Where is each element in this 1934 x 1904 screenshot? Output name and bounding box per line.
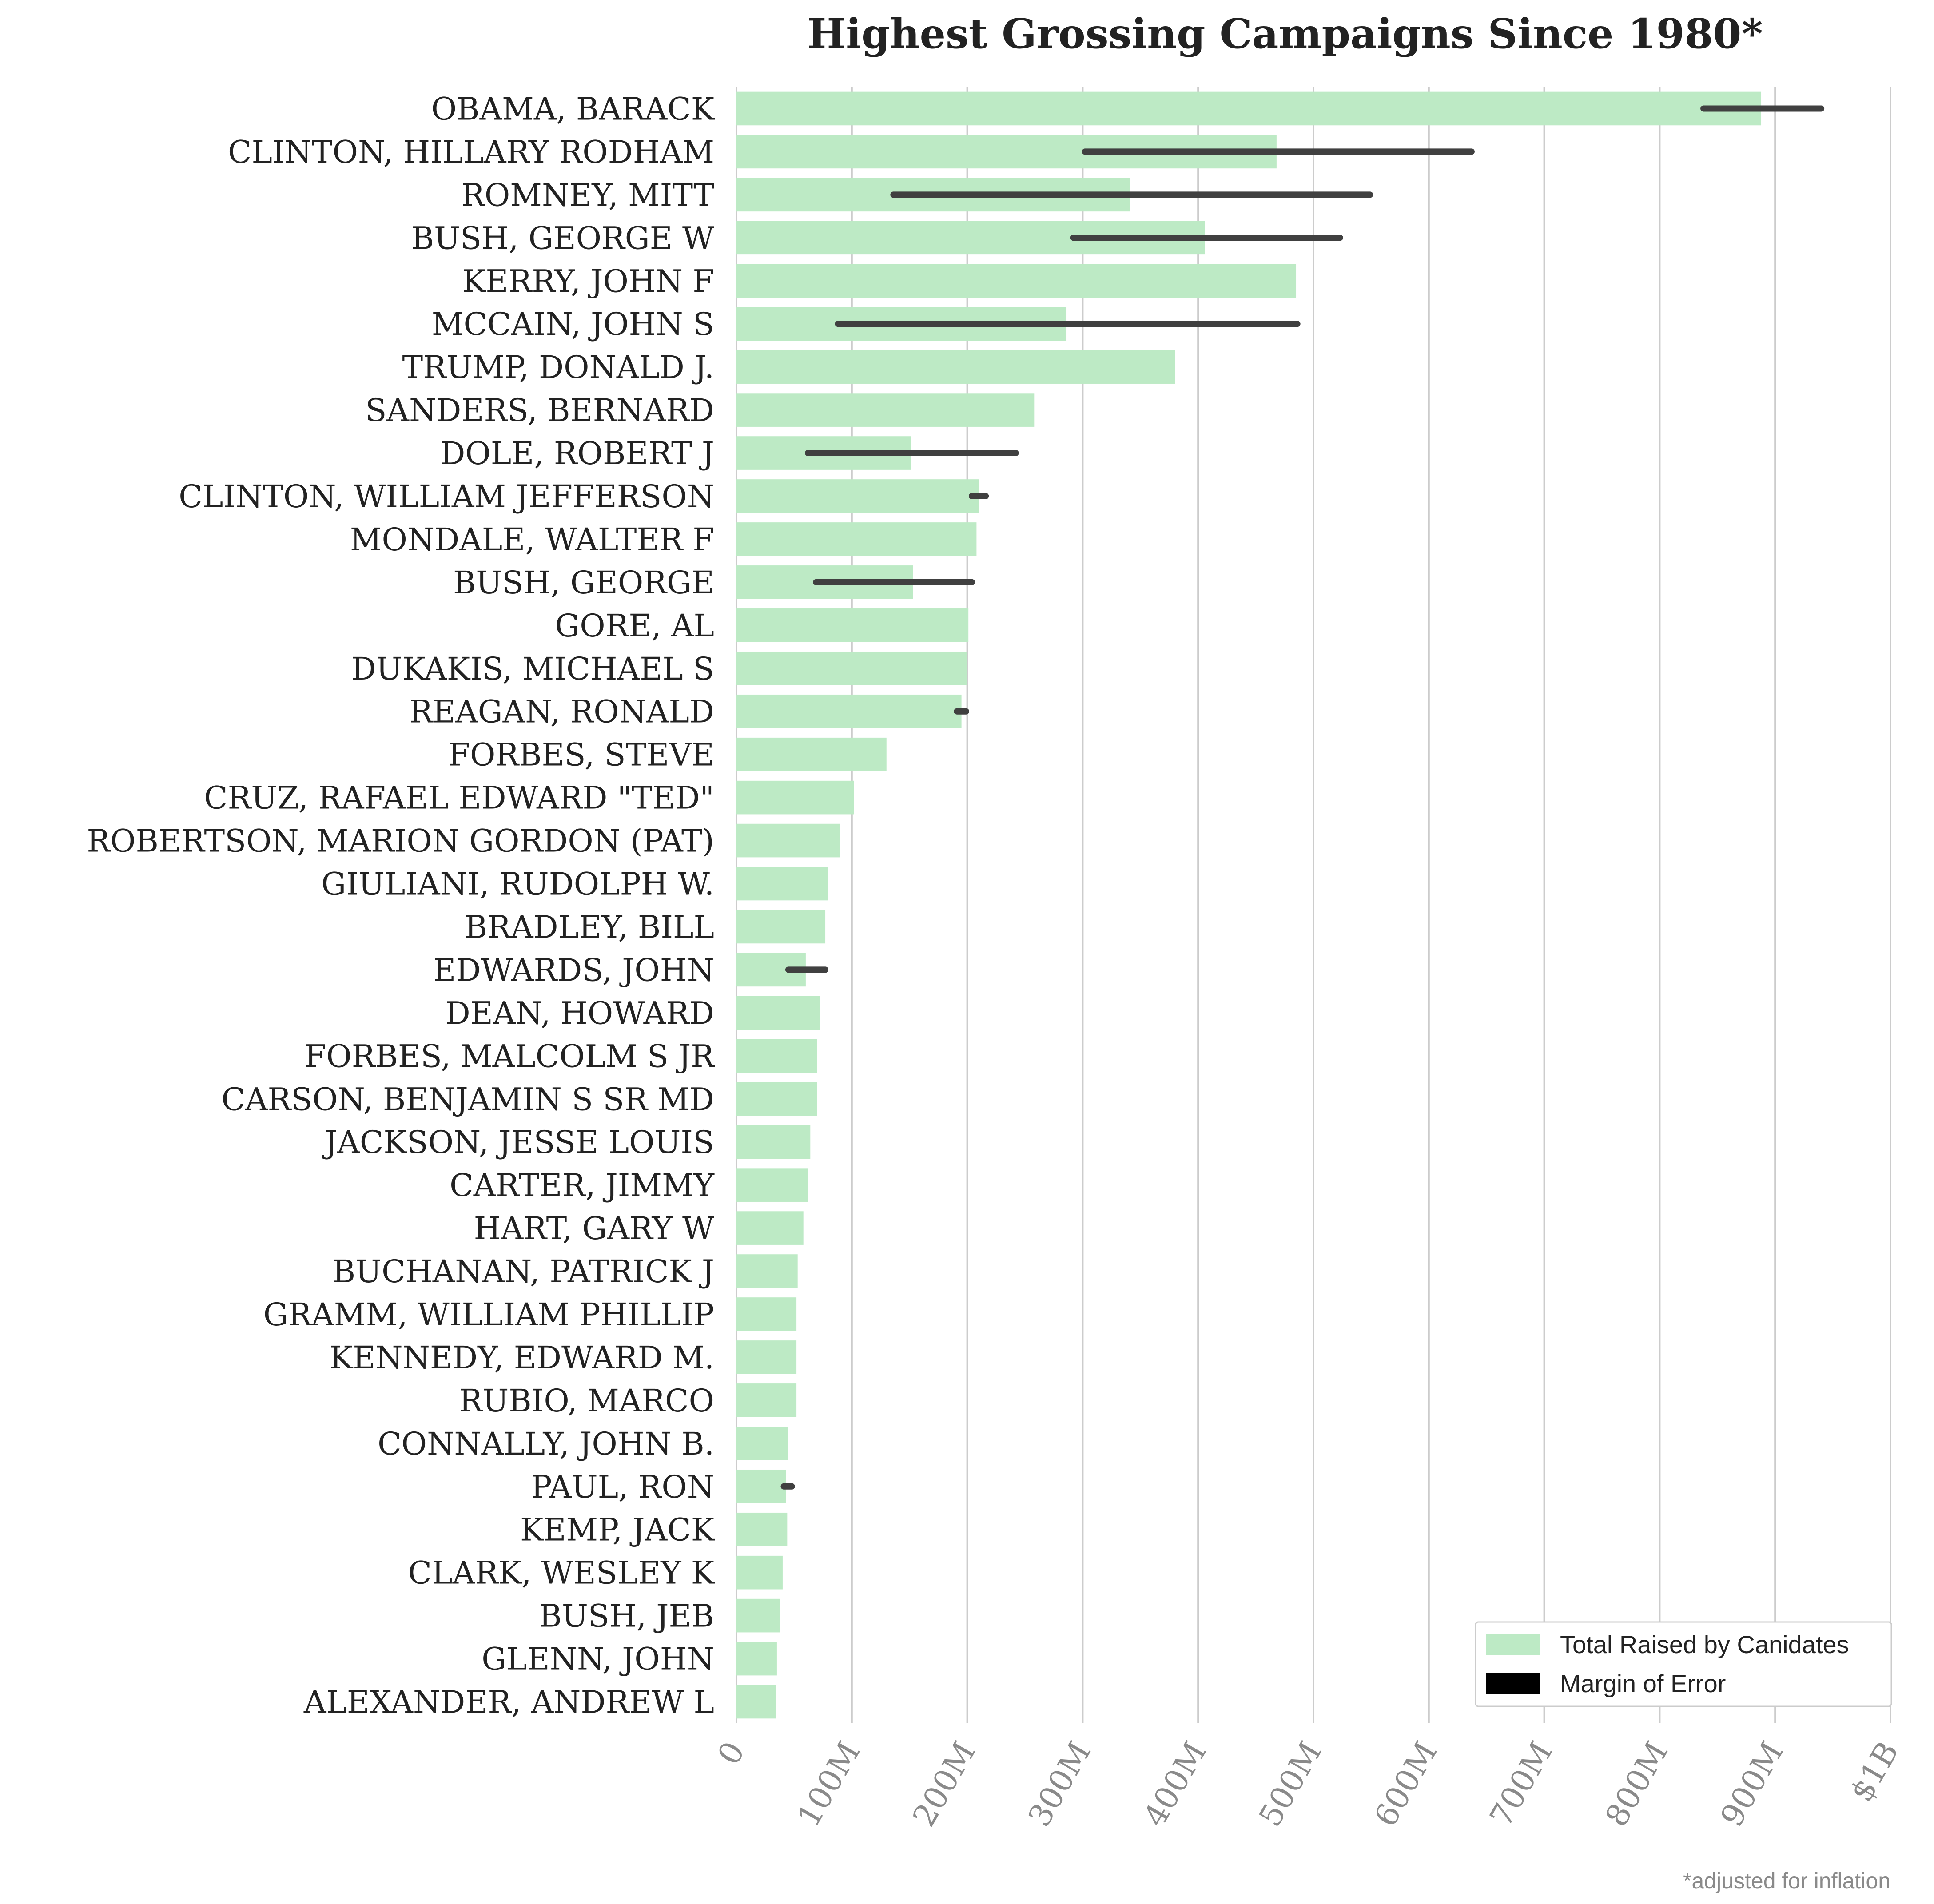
category-label-6: TRUMP, DONALD J. [402, 349, 714, 386]
bar-37 [736, 1685, 776, 1719]
bars [736, 91, 1762, 1719]
category-label-34: CLARK, WESLEY K [408, 1555, 715, 1591]
category-label-1: CLINTON, HILLARY RODHAM [228, 134, 714, 170]
bar-33 [736, 1512, 788, 1546]
bar-21 [736, 996, 820, 1030]
bar-24 [736, 1125, 811, 1159]
x-axis-tick-labels: 0 100M 200M 300M 400M 500M 600M 700M 800M 900M $1B [710, 1736, 1906, 1833]
footnote: *adjusted for inflation [1683, 1868, 1890, 1893]
bar-26 [736, 1211, 804, 1245]
bar-18 [736, 867, 828, 901]
category-label-26: HART, GARY W [474, 1210, 714, 1247]
category-label-3: BUSH, GEORGE W [411, 220, 714, 256]
x-tick-label-8: 800M [1598, 1736, 1675, 1833]
bar-32 [736, 1469, 786, 1503]
bar-27 [736, 1254, 798, 1288]
category-label-13: DUKAKIS, MICHAEL S [351, 651, 714, 687]
bar-17 [736, 823, 840, 858]
category-label-18: GIULIANI, RUDOLPH W. [321, 866, 714, 902]
bar-6 [736, 350, 1175, 384]
bar-35 [736, 1598, 780, 1633]
error-bars [780, 105, 1825, 1490]
bar-4 [736, 264, 1297, 298]
legend-swatch-total-raised [1486, 1634, 1540, 1655]
category-label-8: DOLE, ROBERT J [440, 435, 714, 472]
category-label-7: SANDERS, BERNARD [365, 392, 714, 429]
bar-34 [736, 1555, 783, 1590]
category-label-21: DEAN, HOWARD [446, 995, 714, 1031]
bar-29 [736, 1340, 797, 1374]
bar-10 [736, 522, 977, 556]
category-label-33: KEMP, JACK [520, 1512, 715, 1548]
category-label-4: KERRY, JOHN F [462, 263, 714, 299]
category-label-16: CRUZ, RAFAEL EDWARD "TED" [204, 780, 714, 816]
category-label-0: OBAMA, BARACK [431, 91, 715, 127]
bar-12 [736, 608, 969, 642]
bar-23 [736, 1082, 817, 1116]
legend-label-margin-of-error: Margin of Error [1560, 1669, 1726, 1697]
bar-28 [736, 1297, 797, 1331]
bar-25 [736, 1168, 808, 1202]
bar-15 [736, 737, 887, 771]
x-tick-label-7: 700M [1483, 1736, 1560, 1833]
chart-title: Highest Grossing Campaigns Since 1980* [807, 10, 1763, 58]
x-tick-label-2: 200M [906, 1736, 983, 1833]
x-tick-label-1: 100M [790, 1736, 868, 1833]
bar-9 [736, 479, 979, 513]
category-label-31: CONNALLY, JOHN B. [378, 1426, 714, 1462]
x-tick-label-3: 300M [1021, 1736, 1098, 1833]
category-label-37: ALEXANDER, ANDREW L [303, 1684, 714, 1721]
category-label-22: FORBES, MALCOLM S JR [305, 1038, 715, 1074]
category-label-29: KENNEDY, EDWARD M. [330, 1340, 714, 1376]
category-label-20: EDWARDS, JOHN [433, 952, 714, 988]
category-labels: OBAMA, BARACK CLINTON, HILLARY RODHAM ROMN… [87, 91, 715, 1720]
category-label-24: JACKSON, JESSE LOUIS [322, 1124, 714, 1161]
bar-22 [736, 1039, 817, 1073]
category-label-14: REAGAN, RONALD [409, 694, 714, 730]
category-label-28: GRAMM, WILLIAM PHILLIP [263, 1296, 714, 1333]
legend: Total Raised by Canidates Margin of Erro… [1475, 1621, 1892, 1707]
x-tick-label-6: 600M [1367, 1736, 1445, 1833]
category-label-10: MONDALE, WALTER F [350, 521, 714, 558]
category-label-17: ROBERTSON, MARION GORDON (PAT) [87, 823, 714, 859]
x-tick-label-9: 900M [1713, 1736, 1791, 1833]
category-label-19: BRADLEY, BILL [465, 909, 714, 945]
category-label-15: FORBES, STEVE [448, 737, 714, 773]
category-label-11: BUSH, GEORGE [453, 564, 714, 601]
bar-31 [736, 1427, 788, 1460]
category-label-5: MCCAIN, JOHN S [432, 306, 714, 342]
category-label-27: BUCHANAN, PATRICK J [333, 1253, 714, 1290]
category-label-32: PAUL, RON [531, 1469, 714, 1505]
bar-16 [736, 780, 854, 815]
bar-7 [736, 393, 1035, 427]
x-tick-label-0: 0 [710, 1736, 752, 1771]
bar-36 [736, 1642, 777, 1676]
x-tick-label-4: 400M [1136, 1736, 1214, 1833]
legend-label-total-raised: Total Raised by Canidates [1560, 1630, 1849, 1658]
category-label-35: BUSH, JEB [539, 1598, 714, 1634]
bar-14 [736, 694, 962, 728]
category-label-2: ROMNEY, MITT [461, 177, 714, 213]
legend-box [1475, 1621, 1892, 1707]
category-label-23: CARSON, BENJAMIN S SR MD [221, 1081, 714, 1117]
category-label-9: CLINTON, WILLIAM JEFFERSON [179, 478, 714, 515]
x-tick-label-10: $1B [1843, 1736, 1906, 1808]
bar-30 [736, 1383, 797, 1417]
bar-0 [736, 91, 1762, 126]
x-tick-label-5: 500M [1252, 1736, 1329, 1833]
category-label-25: CARTER, JIMMY [450, 1167, 715, 1204]
bar-19 [736, 910, 826, 944]
category-label-30: RUBIO, MARCO [459, 1383, 714, 1419]
category-label-36: GLENN, JOHN [482, 1641, 714, 1677]
category-label-12: GORE, AL [555, 608, 714, 644]
bar-13 [736, 651, 967, 685]
legend-swatch-margin-of-error [1486, 1673, 1540, 1694]
